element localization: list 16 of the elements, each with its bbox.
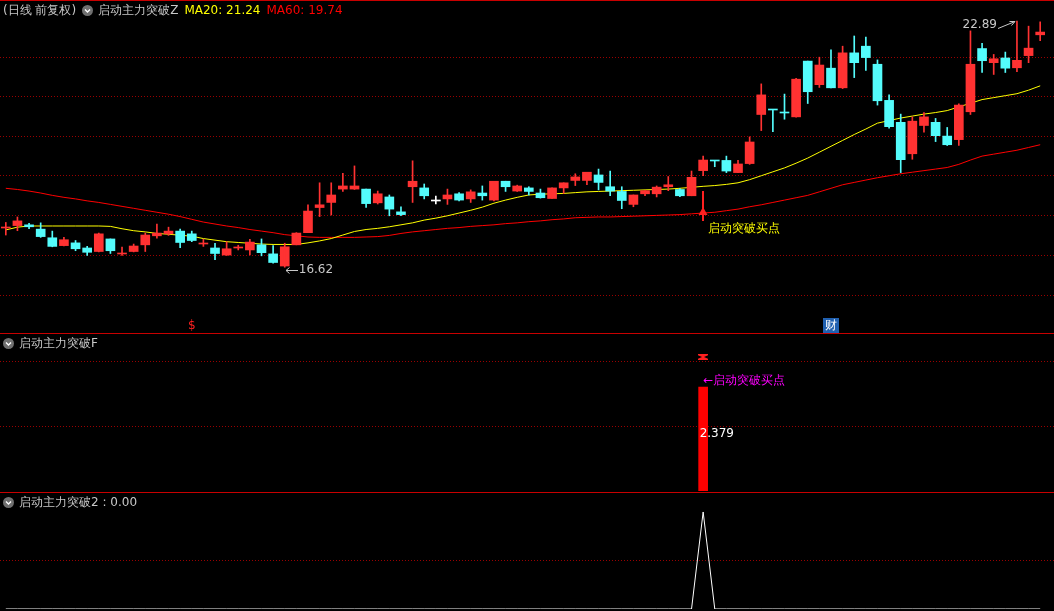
candlestick bbox=[988, 54, 999, 75]
chart-title: 启动主力突破F bbox=[19, 336, 98, 351]
annotation: 16.62 bbox=[298, 262, 334, 277]
candlestick bbox=[791, 78, 801, 118]
text: $ bbox=[187, 318, 196, 333]
candlestick bbox=[24, 222, 34, 230]
text: MA60: 19.74 bbox=[266, 3, 343, 18]
text: MA20: 21.24 bbox=[184, 3, 261, 18]
annotation: 22.89 bbox=[962, 17, 997, 32]
chart-subtitle: 启动主力突破Z bbox=[98, 3, 179, 18]
candlestick bbox=[547, 187, 557, 199]
candlestick bbox=[663, 176, 674, 191]
annotation: ←启动突破买点 bbox=[703, 373, 786, 388]
chart-title: 启动主力突破2 : 0.00 bbox=[19, 495, 138, 510]
annotation: 启动突破买点 bbox=[708, 220, 781, 235]
chart-title: (日线 前复权) bbox=[3, 3, 77, 18]
